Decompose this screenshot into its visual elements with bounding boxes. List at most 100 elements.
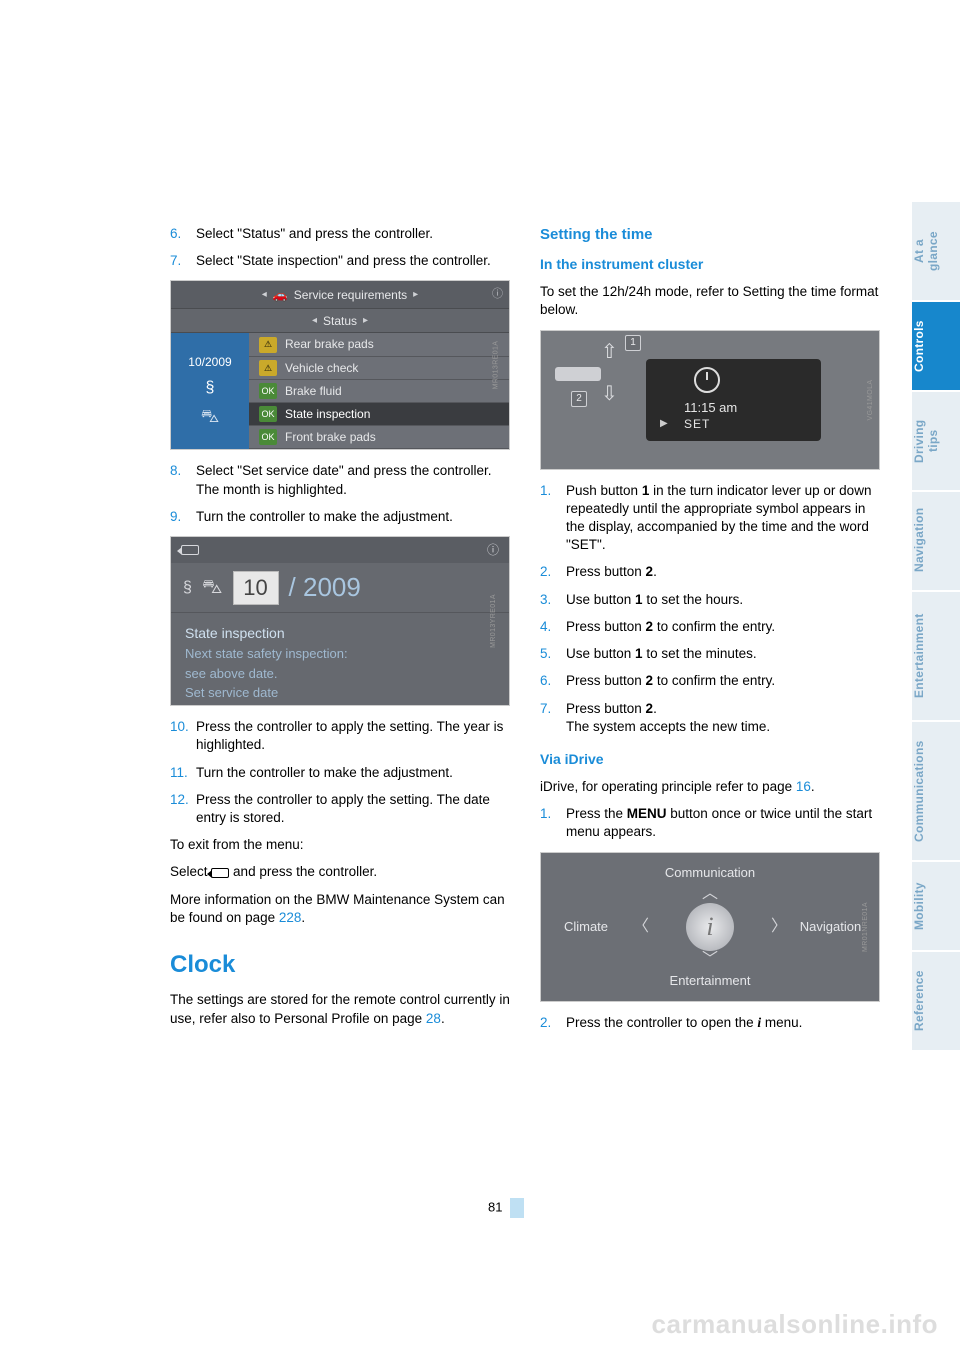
line: Next state safety inspection:: [185, 644, 495, 664]
more-info-b: .: [301, 910, 305, 925]
shot2-datebar: § ⛍ 10 / 2009: [171, 563, 509, 613]
step-text: Press button 2 to confirm the entry.: [566, 672, 880, 690]
idrive-step-2-list: 2. Press the controller to open the i me…: [540, 1014, 880, 1032]
steps-list-c: 10. Press the controller to apply the se…: [170, 718, 510, 827]
idrive-para: iDrive, for operating principle refer to…: [540, 778, 880, 796]
cluster-display: 11:15 am SET ▶: [646, 359, 821, 441]
chevron-left-icon: 〈: [633, 916, 649, 938]
via-idrive-heading: Via iDrive: [540, 750, 880, 769]
step-number: 9.: [170, 508, 196, 526]
car-icon: ⛍: [201, 404, 220, 428]
play-icon: ▶: [660, 417, 668, 431]
info-icon: ⓘ: [492, 287, 503, 302]
chevron-left-icon: ◂: [262, 288, 267, 302]
page: 6. Select "Status" and press the control…: [0, 0, 960, 1358]
status-row: ⚠Rear brake pads: [249, 333, 509, 356]
tab-at-a-glance[interactable]: At a glance: [912, 200, 960, 300]
step-text: Turn the controller to make the adjustme…: [196, 508, 510, 526]
idrive-b: .: [811, 779, 815, 794]
step-text: Select "State inspection" and press the …: [196, 252, 510, 270]
row-label: Front brake pads: [285, 429, 376, 445]
tab-communications[interactable]: Communications: [912, 720, 960, 860]
month-box: 10: [233, 571, 279, 605]
step-number: 5.: [540, 645, 566, 663]
exit-line-2: Select and press the controller.: [170, 863, 510, 881]
line: Set service date: [185, 683, 495, 703]
chevron-right-icon: 〉: [771, 916, 787, 938]
step-number: 1.: [540, 482, 566, 555]
image-code: MR013RE01A: [492, 341, 501, 390]
section-sign: §: [183, 577, 192, 599]
screenshot-instrument-cluster: ⇧ ⇩ 1 2 11:15 am SET ▶ VG41MOLA: [540, 330, 880, 470]
step-number: 6.: [170, 225, 196, 243]
info-icon: ⓘ: [487, 542, 499, 558]
step-text: Push button 1 in the turn indicator leve…: [566, 482, 880, 555]
page-link[interactable]: 228: [279, 910, 302, 925]
subbar-label: Status: [323, 313, 357, 329]
tab-reference[interactable]: Reference: [912, 950, 960, 1050]
step-number: 6.: [540, 672, 566, 690]
tab-entertainment[interactable]: Entertainment: [912, 590, 960, 720]
topbar-label: Service requirements: [294, 287, 407, 303]
right-column: Setting the time In the instrument clust…: [540, 225, 880, 1041]
label-1: 1: [625, 335, 641, 351]
setting-time-heading: Setting the time: [540, 225, 880, 245]
chevron-right-icon: ▸: [363, 314, 368, 328]
shot1-topbar: ◂ 🚗 Service requirements ▸: [171, 281, 509, 309]
t: Press the controller to open the: [566, 1015, 757, 1030]
image-code: VG41MOLA: [866, 379, 875, 420]
step-text: Select "Status" and press the controller…: [196, 225, 510, 243]
t: menu.: [761, 1015, 802, 1030]
arrow-up-icon: ⇧: [601, 339, 618, 366]
page-number: 81: [488, 1198, 524, 1218]
chevron-up-icon: ︿: [702, 883, 718, 905]
tab-controls[interactable]: Controls: [912, 300, 960, 390]
step-text: Use button 1 to set the minutes.: [566, 645, 880, 663]
two-column-layout: 6. Select "Status" and press the control…: [170, 225, 880, 1041]
step-text: Turn the controller to make the adjustme…: [196, 764, 510, 782]
watermark: carmanualsonline.info: [652, 1309, 938, 1340]
line: State inspection: [185, 623, 495, 644]
row-label: Vehicle check: [285, 360, 358, 376]
idrive-step-1-list: 1. Press the MENU button once or twice u…: [540, 805, 880, 841]
step-text: Press button 2.: [566, 563, 880, 581]
shot1-body: 10/2009 § ⛍ ⚠Rear brake pads⚠Vehicle che…: [171, 333, 509, 449]
arrow-down-icon: ⇩: [601, 381, 618, 408]
car-glyph: 🚗: [273, 287, 288, 303]
tab-mobility[interactable]: Mobility: [912, 860, 960, 950]
back-icon: [211, 868, 229, 878]
step-text: Press button 2 to confirm the entry.: [566, 618, 880, 636]
set-text: SET: [684, 416, 811, 432]
time-steps-list: 1.Push button 1 in the turn indicator le…: [540, 482, 880, 736]
tab-navigation[interactable]: Navigation: [912, 490, 960, 590]
screenshot-set-service-date: ⓘ § ⛍ 10 / 2009 State inspection Next st…: [170, 536, 510, 706]
time-text: 11:15 am: [684, 399, 811, 417]
clock-para-a: The settings are stored for the remote c…: [170, 992, 510, 1025]
tab-driving-tips[interactable]: Driving tips: [912, 390, 960, 490]
section-sign: §: [206, 377, 215, 399]
status-row: OK Brake fluid: [249, 380, 509, 403]
step-number: 12.: [170, 791, 196, 827]
row-label: State inspection: [285, 406, 370, 422]
status-row: OKFront brake pads: [249, 426, 509, 449]
page-link[interactable]: 28: [426, 1011, 441, 1026]
shot1-subbar: ◂ Status ▸: [171, 309, 509, 333]
menu-entertainment: Entertainment: [541, 967, 879, 995]
shot1-rows: ⚠Rear brake pads⚠Vehicle checkOKBrake fl…: [249, 333, 509, 449]
car-icon: ⛍: [202, 574, 223, 601]
image-code: MR01NRE01A: [861, 902, 870, 952]
ok-badge: OK: [259, 406, 277, 422]
more-info-para: More information on the BMW Maintenance …: [170, 891, 510, 927]
steps-list-b: 8. Select "Set service date" and press t…: [170, 462, 510, 526]
step-number: 4.: [540, 618, 566, 636]
chevron-down-icon: ﹀: [702, 949, 718, 971]
chevron-right-icon: ▸: [413, 288, 418, 302]
ok-badge: OK: [259, 383, 277, 399]
clock-icon: [694, 367, 720, 393]
row-label: Brake fluid: [285, 383, 342, 399]
warning-badge: ⚠: [259, 337, 277, 353]
image-code: MR013YRE01A: [489, 594, 498, 648]
warning-badge: ⚠: [259, 360, 277, 376]
page-link[interactable]: 16: [796, 779, 811, 794]
left-column: 6. Select "Status" and press the control…: [170, 225, 510, 1041]
